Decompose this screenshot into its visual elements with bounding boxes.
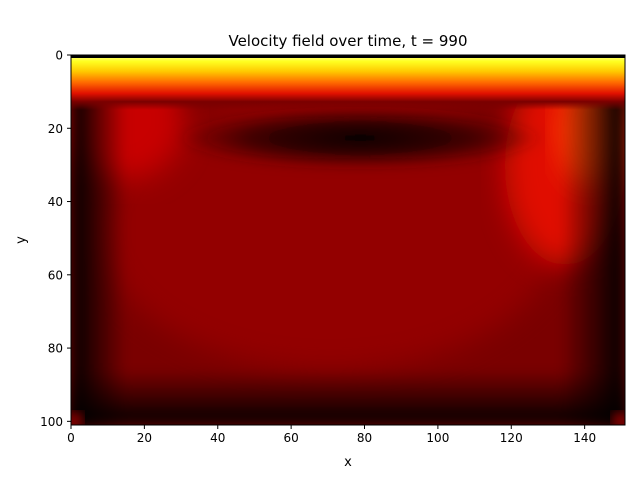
x-tick-label: 60 xyxy=(283,431,298,445)
x-axis-ticks: 0 20 40 60 80 100 120 140 xyxy=(67,425,596,445)
y-tick-label: 0 xyxy=(55,49,63,63)
x-axis-label: x xyxy=(344,455,352,470)
plot-frame xyxy=(70,54,626,426)
heatmap-top-row xyxy=(71,55,625,58)
y-tick-label: 80 xyxy=(48,342,63,356)
heatmap-top-band xyxy=(71,55,625,110)
y-tick-label: 60 xyxy=(48,268,63,282)
y-tick-label: 20 xyxy=(48,122,63,136)
y-tick-label: 40 xyxy=(48,195,63,209)
heatmap-left-edge xyxy=(71,55,126,425)
x-tick-label: 40 xyxy=(210,431,225,445)
x-tick-label: 20 xyxy=(137,431,152,445)
heatmap-field xyxy=(71,55,625,425)
x-tick-label: 80 xyxy=(357,431,372,445)
heatmap-vortex-core xyxy=(175,108,545,168)
x-tick-label: 140 xyxy=(573,431,596,445)
y-tick-label: 100 xyxy=(40,415,63,429)
y-axis-label: y xyxy=(14,236,29,244)
chart-title: Velocity field over time, t = 990 xyxy=(228,32,467,50)
heatmap-right-edge xyxy=(560,55,625,425)
y-axis-ticks: 0 20 40 60 80 100 xyxy=(40,49,71,429)
x-tick-label: 0 xyxy=(67,431,75,445)
heatmap-corner-bottom-left xyxy=(71,413,82,425)
x-tick-label: 120 xyxy=(500,431,523,445)
heatmap-bottom-edge xyxy=(71,370,625,425)
x-tick-label: 100 xyxy=(426,431,449,445)
heatmap-corner-bottom-right xyxy=(613,413,625,425)
